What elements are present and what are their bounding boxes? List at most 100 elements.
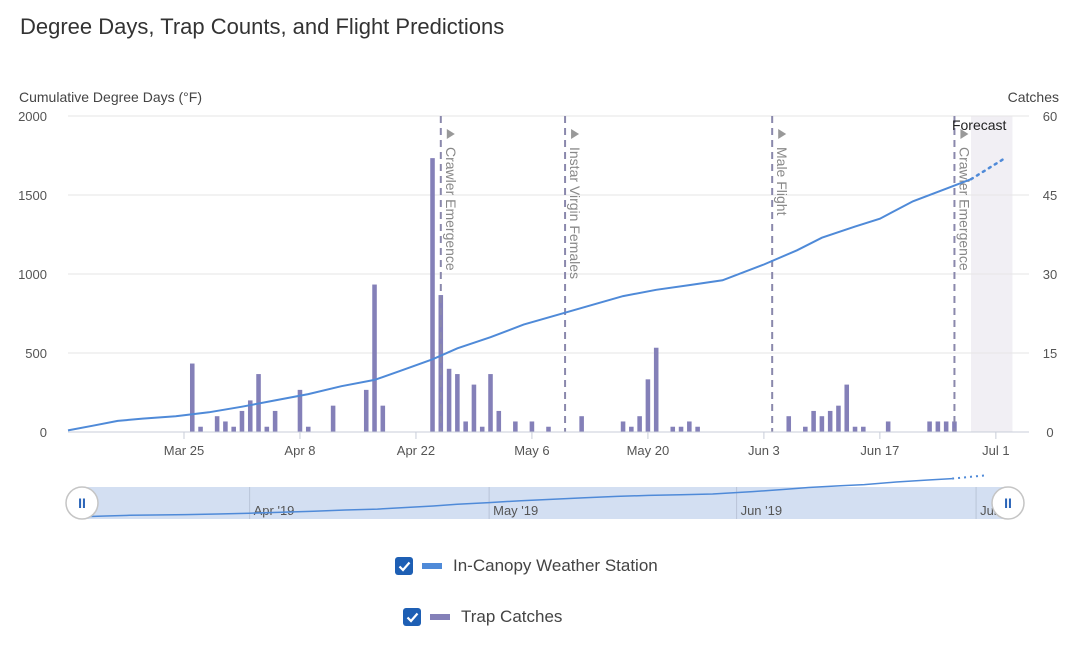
flight-prediction-markers: Crawler Emergence Instar Virgin Females Ma…	[439, 116, 972, 432]
navigator-right-handle[interactable]: II	[991, 486, 1025, 520]
navigator-left-handle[interactable]: II	[65, 486, 99, 520]
weather-station-checkbox[interactable]	[395, 557, 413, 575]
event-arrow-icon	[778, 129, 787, 139]
gridlines	[68, 115, 1029, 354]
trap-catch-bar	[861, 426, 866, 432]
trap-catch-bar	[479, 426, 485, 432]
trap-catch-bar	[455, 374, 460, 432]
trap-catch-bar	[488, 374, 493, 432]
trap-catch-bar	[247, 400, 253, 432]
trap-catch-bar	[670, 426, 676, 432]
x-tick-label: Jun 17	[860, 443, 899, 458]
navigator-forecast-line	[952, 474, 985, 480]
trap-catch-bar	[264, 426, 270, 432]
y-left-tick-label: 1500	[18, 188, 47, 203]
trap-catch-bar	[852, 426, 858, 432]
trap-catch-bar	[927, 421, 932, 432]
line-swatch-icon	[422, 563, 442, 569]
y-right-tick-label: 15	[1043, 346, 1057, 361]
trap-catch-bar	[952, 421, 957, 432]
trap-catch-bar	[819, 416, 825, 432]
legend-label-weather-station: In-Canopy Weather Station	[453, 556, 658, 575]
event-label: Crawler Emergence	[443, 147, 459, 271]
x-tick-label: May 20	[627, 443, 670, 458]
trap-catch-bar	[438, 295, 444, 432]
trap-catch-bar	[943, 421, 949, 432]
event-arrow-icon	[446, 129, 455, 139]
trap-catch-bar	[836, 405, 841, 432]
trap-catch-bar	[678, 426, 684, 432]
trap-catch-bar	[189, 363, 195, 432]
trap-catch-bar	[446, 368, 452, 432]
axes: 0 500 1000 1500 2000 0 15 30 45 60 Mar 25 Apr 8 Apr …	[18, 109, 1057, 458]
trap-catch-bar	[687, 421, 692, 432]
trap-catch-bar	[496, 410, 502, 432]
trap-catch-bar	[827, 410, 833, 432]
trap-catch-bar	[239, 410, 245, 432]
navigator-label: May '19	[493, 503, 538, 518]
event-label: Instar Virgin Females	[567, 147, 583, 279]
trap-catch-bar	[529, 421, 535, 432]
y-right-tick-label: 60	[1043, 109, 1057, 124]
y-left-tick-label: 2000	[18, 109, 47, 124]
x-tick-label: Apr 22	[397, 443, 435, 458]
handle-grip-icon: II	[78, 495, 86, 511]
trap-catch-bar	[844, 384, 850, 432]
trap-catch-bar	[803, 426, 808, 432]
trap-catch-bar	[272, 410, 278, 432]
handle-circle	[991, 486, 1025, 520]
x-tick-label: Jun 3	[748, 443, 780, 458]
trap-catch-bar	[305, 426, 311, 432]
bar-swatch-icon	[430, 614, 450, 620]
trap-catch-bar	[786, 416, 792, 432]
x-tick-label: Mar 25	[164, 443, 204, 458]
legend-item-weather-station[interactable]: In-Canopy Weather Station	[395, 556, 658, 576]
y-axis-right-title: Catches	[1008, 89, 1059, 105]
legend-label-trap-catches: Trap Catches	[461, 607, 563, 626]
trap-catch-bar	[297, 389, 303, 432]
y-left-tick-label: 0	[40, 425, 47, 440]
y-left-tick-label: 500	[25, 346, 47, 361]
trap-catch-bar	[372, 284, 377, 432]
degree-day-forecast-line	[969, 157, 1006, 181]
trap-catch-bar	[695, 426, 700, 432]
trap-catch-bar	[380, 405, 386, 432]
trap-catch-bar	[629, 426, 634, 432]
trap-catch-bar	[645, 379, 651, 432]
navigator-label: Jun '19	[741, 503, 783, 518]
x-tick-label: Jul 1	[982, 443, 1009, 458]
y-right-tick-label: 30	[1043, 267, 1057, 282]
y-right-tick-label: 0	[1046, 425, 1053, 440]
trap-catch-bar	[513, 421, 518, 432]
trap-catch-bar	[231, 426, 236, 432]
chart-title: Degree Days, Trap Counts, and Flight Pre…	[20, 14, 505, 39]
event-label: Male Flight	[774, 147, 790, 216]
x-tick-label: Apr 8	[284, 443, 315, 458]
trap-catch-bar	[471, 384, 477, 432]
trap-catch-bar	[330, 405, 336, 432]
trap-catch-bar	[430, 158, 435, 432]
y-axis-left-title: Cumulative Degree Days (°F)	[19, 89, 202, 105]
trap-catch-bar	[363, 389, 369, 432]
y-left-tick-label: 1000	[18, 267, 47, 282]
handle-circle	[65, 486, 99, 520]
chart-svg[interactable]: Crawler Emergence Instar Virgin Females Ma…	[0, 0, 1086, 540]
trap-catch-bar	[637, 416, 642, 432]
event-arrow-icon	[571, 129, 580, 139]
legend-item-trap-catches[interactable]: Trap Catches	[403, 607, 562, 627]
trap-catch-bar	[935, 421, 941, 432]
trap-catch-bar	[579, 416, 584, 432]
trap-catch-bar	[198, 426, 203, 432]
x-tick-label: May 6	[514, 443, 549, 458]
y-right-tick-label: 45	[1043, 188, 1057, 203]
trap-catches-checkbox[interactable]	[403, 608, 421, 626]
event-label: Crawler Emergence	[956, 147, 972, 271]
degree-day-line	[67, 178, 972, 432]
navigator-line	[81, 477, 953, 518]
trap-catch-bar	[620, 421, 626, 432]
event-arrow-icon	[960, 129, 969, 139]
handle-grip-icon: II	[1004, 495, 1012, 511]
trap-catch-bar	[223, 421, 228, 432]
trap-catch-bar	[653, 347, 659, 432]
